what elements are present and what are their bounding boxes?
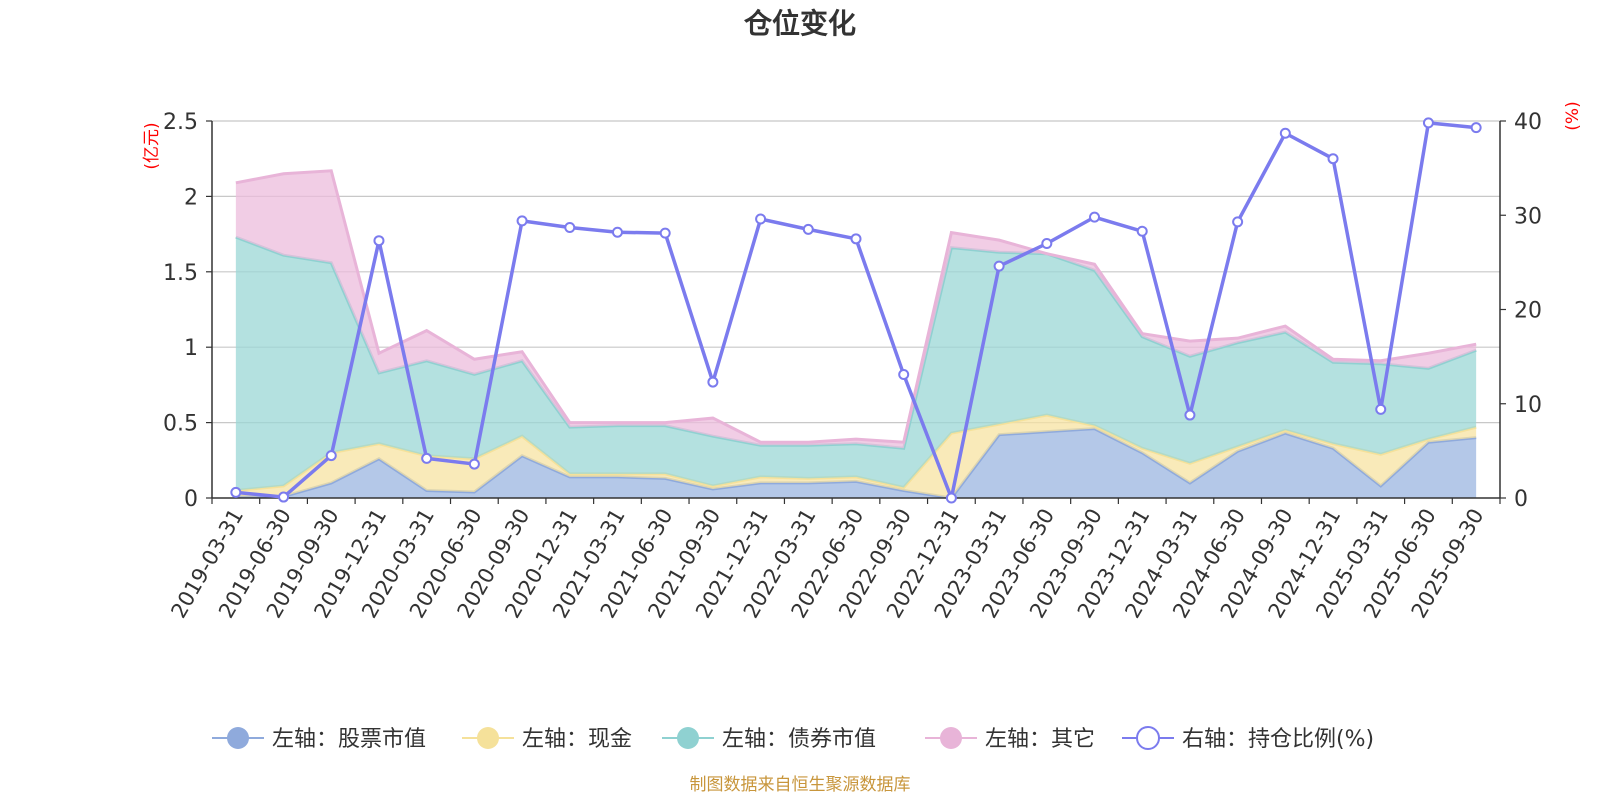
area-左轴：股票市值 [235,428,1477,498]
legend-label: 左轴：现金 [522,727,632,752]
stacked-areas [235,169,1477,500]
left-tick-label: 0 [184,487,198,512]
ratio-point [755,213,767,225]
legend: 左轴：股票市值 左轴：现金 左轴：债券市值 左轴：其它 右轴：持仓比例(%) [212,726,1374,752]
left-tick-label: 2.5 [163,110,198,135]
ratio-point [802,223,814,235]
area-左轴：债券市值 [235,237,1477,491]
left-axis-unit: (亿元) [142,122,162,169]
ratio-point [611,226,623,238]
legend-swatch-marker [677,727,699,749]
legend-label: 右轴：持仓比例(%) [1182,727,1374,752]
ratio-point [707,376,719,388]
left-tick-label: 1 [184,336,198,361]
ratio-point [1375,403,1387,415]
ratio-point [564,222,576,234]
right-axis-unit: (%) [1563,101,1583,130]
right-tick-label: 10 [1514,393,1542,418]
ratio-point [1184,409,1196,421]
ratio-point [516,215,528,227]
ratio-point [1041,238,1053,250]
legend-label: 左轴：其它 [985,727,1095,752]
ratio-point [325,450,337,462]
ratio-point [373,235,385,247]
legend-swatch-marker [227,727,249,749]
ratio-point [898,369,910,381]
ratio-point [1089,211,1101,223]
ratio-point [993,260,1005,272]
ratio-line [230,117,1482,504]
ratio-point [945,492,957,504]
ratio-point [659,227,671,239]
ratio-point [1327,153,1339,165]
ratio-point [230,486,242,498]
right-tick-label: 40 [1514,110,1542,135]
left-tick-label: 1.5 [163,261,198,286]
left-tick-label: 0.5 [163,412,198,437]
ratio-point [1136,225,1148,237]
right-tick-label: 0 [1514,487,1528,512]
legend-label: 左轴：股票市值 [272,727,426,752]
ratio-point [1422,117,1434,129]
ratio-point [278,491,290,503]
ratio-point [1232,216,1244,228]
ratio-point [850,233,862,245]
left-tick-label: 2 [184,185,198,210]
right-tick-label: 20 [1514,299,1542,324]
legend-swatch-marker [1136,726,1160,750]
area-左轴：现金 [235,415,1477,498]
ratio-point [1470,122,1482,134]
source-note: 制图数据来自恒生聚源数据库 [690,775,911,795]
ratio-point [421,452,433,464]
right-tick-label: 30 [1514,204,1542,229]
legend-swatch-marker [940,727,962,749]
legend-label: 左轴：债券市值 [722,727,876,752]
ratio-point [468,458,480,470]
chart-title: 仓位变化 [744,7,856,40]
legend-swatch-marker [477,727,499,749]
area-edge-左轴：其它 [235,169,1477,444]
ratio-point [1279,127,1291,139]
